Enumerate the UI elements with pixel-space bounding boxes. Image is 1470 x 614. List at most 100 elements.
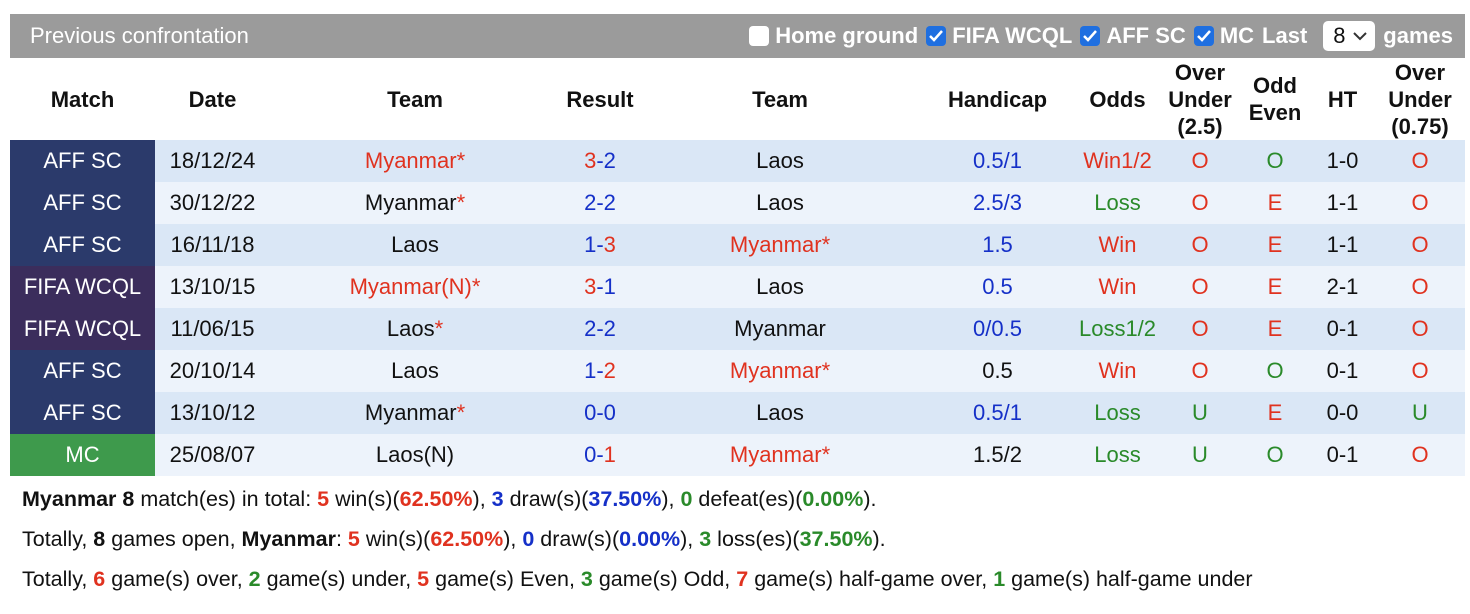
away-score: 2 [603, 358, 616, 383]
summary-text: ). [872, 527, 886, 551]
filter[interactable]: FIFA WCQL [926, 23, 1072, 49]
score-separator: - [596, 274, 604, 299]
over-under: U [1160, 434, 1240, 476]
half-time: 1-1 [1310, 182, 1375, 224]
odds: Win1/2 [1075, 140, 1160, 182]
away-team: Laos [640, 392, 920, 434]
summary-text: 37.50% [799, 527, 873, 551]
checkbox[interactable] [1193, 26, 1214, 46]
checkbox[interactable] [1080, 26, 1101, 46]
home-team: Myanmar(N)* [270, 266, 560, 308]
odds: Loss [1075, 434, 1160, 476]
panel-title: Previous confrontation [30, 23, 249, 48]
odd-even: O [1240, 350, 1310, 392]
last-select[interactable]: 8 [1323, 21, 1376, 51]
odd-even: E [1240, 266, 1310, 308]
summary-text: : [335, 527, 348, 551]
half-time: 0-0 [1310, 392, 1375, 434]
summary-text: 3 [699, 527, 712, 551]
team-name: Laos [386, 316, 435, 341]
summary-text: 3 [491, 487, 504, 511]
column-header: HT [1310, 58, 1375, 140]
odds: Loss [1075, 182, 1160, 224]
summary-text: 62.50% [399, 487, 473, 511]
games-label: games [1383, 23, 1453, 48]
summary-text: game(s) Even, [429, 567, 581, 591]
summary-text: Totally, [22, 567, 94, 591]
match-row: FIFA WCQL 11/06/15 Laos* 2-2 Myanmar 0/0.5 Los… [10, 308, 1465, 350]
column-header: Match [10, 58, 155, 140]
team-star: * [471, 274, 481, 299]
summary-line: Totally, 6 game(s) over, 2 game(s) under… [22, 562, 1253, 602]
over-under: O [1160, 140, 1240, 182]
team-name: Myanmar [734, 316, 826, 341]
team-name: Laos [756, 400, 804, 425]
home-team: Laos [270, 350, 560, 392]
away-score: 3 [603, 232, 616, 257]
column-header: Result [560, 58, 640, 140]
result: 1-3 [560, 224, 640, 266]
team-name: Myanmar [729, 358, 822, 383]
score-separator: - [596, 148, 604, 173]
team-name: Myanmar [729, 232, 822, 257]
checkbox[interactable] [926, 26, 947, 46]
summary-text: Myanmar 8 [22, 487, 135, 511]
header-row: Match Date Team Result Team Handicap Odds Over … [10, 58, 1465, 140]
summary-text: 5 [317, 487, 330, 511]
filter[interactable]: MC [1193, 23, 1254, 49]
home-score: 2 [584, 190, 597, 215]
filter[interactable]: Home ground [749, 23, 918, 49]
team-name: Myanmar [729, 442, 822, 467]
column-header: Over Under (0.75) [1375, 58, 1465, 140]
column-header: Odds [1075, 58, 1160, 140]
column-header: Date [155, 58, 270, 140]
handicap: 0.5 [920, 266, 1075, 308]
match-type: FIFA WCQL [10, 308, 155, 350]
result: 0-0 [560, 392, 640, 434]
summary-line: Totally, 8 games open, Myanmar: 5 win(s)… [22, 522, 1253, 562]
summary-text: ), [661, 487, 681, 511]
summary-text: game(s) Odd, [592, 567, 737, 591]
score-separator: - [596, 442, 604, 467]
summary-text: game(s) half-game under [1005, 567, 1253, 591]
match-type: FIFA WCQL [10, 266, 155, 308]
summary-text: draw(s)( [534, 527, 620, 551]
home-score: 3 [584, 274, 597, 299]
home-score: 2 [584, 316, 597, 341]
result: 2-2 [560, 308, 640, 350]
score-separator: - [596, 190, 604, 215]
column-header: Team [640, 58, 920, 140]
column-header: Odd Even [1240, 58, 1310, 140]
filter-label: Home ground [775, 23, 919, 48]
over-under-ht: O [1375, 308, 1465, 350]
summary-text: defeat(es)( [692, 487, 803, 511]
half-time: 1-1 [1310, 224, 1375, 266]
handicap: 1.5 [920, 224, 1075, 266]
summary: Myanmar 8 match(es) in total: 5 win(s)(6… [22, 482, 1253, 602]
away-team: Myanmar* [640, 434, 920, 476]
date: 13/10/15 [155, 266, 270, 308]
odds: Win [1075, 350, 1160, 392]
filter[interactable]: AFF SC [1080, 23, 1186, 49]
over-under-ht: O [1375, 224, 1465, 266]
column-header: Team [270, 58, 560, 140]
odds: Win [1075, 224, 1160, 266]
away-team: Laos [640, 182, 920, 224]
team-star: * [821, 358, 831, 383]
checkbox[interactable] [749, 26, 770, 46]
away-score: 1 [603, 274, 616, 299]
away-score: 2 [603, 316, 616, 341]
checkmark [929, 30, 944, 42]
odds: Loss [1075, 392, 1160, 434]
match-type: AFF SC [10, 392, 155, 434]
checkmark [1083, 30, 1098, 42]
filter-label: AFF SC [1106, 23, 1186, 48]
away-score: 0 [603, 400, 616, 425]
home-team: Myanmar* [270, 140, 560, 182]
half-time: 0-1 [1310, 350, 1375, 392]
away-score: 2 [603, 148, 616, 173]
summary-text: 0.00% [802, 487, 864, 511]
last-value: 8 [1333, 23, 1346, 48]
result: 3-2 [560, 140, 640, 182]
away-team: Myanmar [640, 308, 920, 350]
